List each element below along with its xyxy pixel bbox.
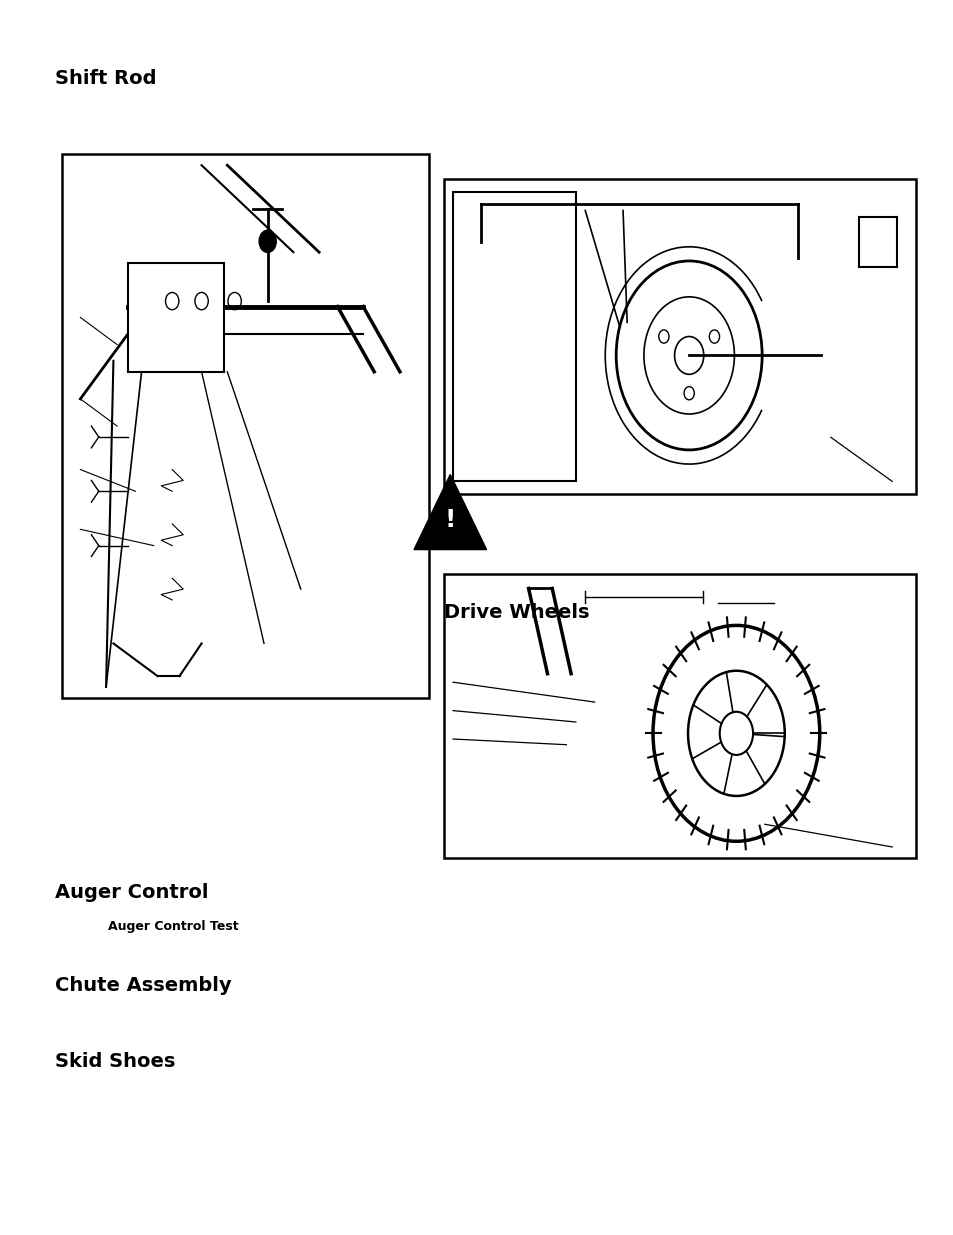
Circle shape [259, 230, 276, 252]
Bar [443, 574, 915, 858]
Bar [62, 154, 429, 698]
Text: Shift Rod: Shift Rod [55, 69, 156, 88]
Text: Auger Control Test: Auger Control Test [108, 920, 238, 934]
Bar [453, 191, 576, 482]
Text: Drive Wheels: Drive Wheels [443, 603, 589, 621]
Polygon shape [414, 474, 486, 550]
Bar [443, 179, 915, 494]
Text: Skid Shoes: Skid Shoes [55, 1052, 175, 1071]
Text: !: ! [444, 509, 456, 532]
Text: Auger Control: Auger Control [55, 883, 209, 902]
Bar [128, 263, 223, 372]
Text: Chute Assembly: Chute Assembly [55, 976, 232, 994]
